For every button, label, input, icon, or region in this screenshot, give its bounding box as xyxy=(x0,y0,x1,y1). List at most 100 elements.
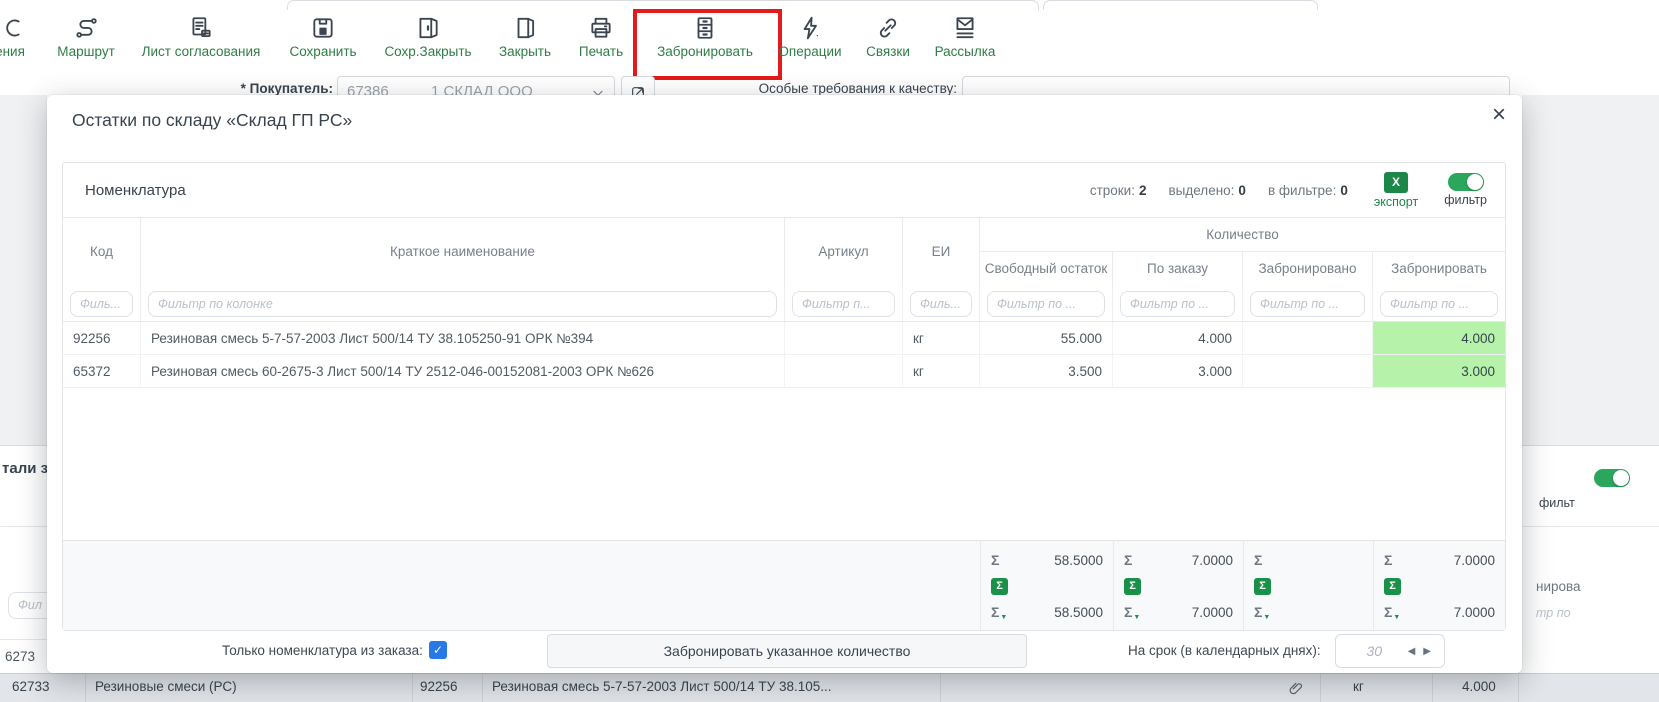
cell-article[interactable] xyxy=(785,322,903,355)
col-header-reserved[interactable]: Забронировано xyxy=(1243,252,1373,286)
rows-stat: строки: 2 xyxy=(1089,182,1147,198)
cell-code[interactable]: 65372 xyxy=(63,355,141,388)
mailing-icon xyxy=(956,17,974,39)
filter-by-order-input[interactable] xyxy=(1120,290,1235,317)
modal-close-icon[interactable]: × xyxy=(1491,101,1506,128)
term-value: 30 xyxy=(1366,643,1383,659)
filter-reserved-input[interactable] xyxy=(1250,290,1365,317)
sum-button-icon[interactable]: Σ xyxy=(1384,577,1401,595)
sum-value: 7.0000 xyxy=(1191,552,1233,568)
page-background-left xyxy=(0,95,47,445)
term-label: На срок (в календарных днях): xyxy=(1128,643,1321,658)
sum-filtered-icon: Σ▼ xyxy=(1254,603,1271,621)
filter-article-input[interactable] xyxy=(792,290,895,317)
cell-reserved[interactable] xyxy=(1243,355,1373,388)
sum-filtered-icon: Σ▼ xyxy=(1124,603,1141,621)
toolbar-item-close[interactable]: Закрыть xyxy=(450,15,600,59)
toolbar-item-save[interactable]: Сохранить xyxy=(248,15,398,59)
filter-to-reserve-input[interactable] xyxy=(1380,290,1498,317)
cell-free[interactable]: 3.500 xyxy=(980,355,1113,388)
toolbar-item-route[interactable]: Маршрут xyxy=(11,15,161,59)
page-background-right xyxy=(1522,95,1659,445)
toolbar-label: Операции xyxy=(778,44,842,59)
toolbar-item-save-close[interactable]: Сохр.Закрыть xyxy=(353,15,503,59)
col-header-name[interactable]: Краткое наименование xyxy=(141,218,785,286)
cell-unit[interactable]: кг xyxy=(903,322,980,355)
filtered-stat: в фильтре: 0 xyxy=(1267,182,1348,198)
col-header-to-reserve[interactable]: Забронировать xyxy=(1391,261,1487,277)
toolbar-item-partial[interactable]: ения xyxy=(0,15,85,59)
funnel-icon: ▼ xyxy=(1263,613,1271,621)
cell-article[interactable] xyxy=(785,355,903,388)
col-header-by-order[interactable]: По заказу xyxy=(1113,252,1243,286)
toolbar-item-print[interactable]: Печать xyxy=(526,15,676,59)
buyer-label: * Покупатель: xyxy=(240,81,333,96)
toolbar-item-links[interactable]: Связки xyxy=(813,15,963,59)
close-door-icon xyxy=(517,17,535,39)
cell-name[interactable]: Резиновая смесь 5-7-57-2003 Лист 500/14 … xyxy=(141,322,785,355)
cabinet-icon xyxy=(697,17,713,39)
quality-label: Особые требования к качеству: xyxy=(758,81,957,96)
col-header-free[interactable]: Свободный остаток xyxy=(980,252,1113,286)
toggle-on-icon[interactable] xyxy=(1447,173,1484,191)
modal-footer: Только номенклатура из заказа: ✓ Заброни… xyxy=(47,631,1522,673)
only-from-order-checkbox[interactable]: ✓ xyxy=(429,641,447,659)
check-icon: ✓ xyxy=(432,643,444,657)
toolbar-item-reserve[interactable]: Забронировать xyxy=(630,15,780,59)
chain-link-icon xyxy=(879,18,897,38)
modal-title: Остатки по складу «Склад ГП РС» xyxy=(72,110,353,130)
row-item-name: Резиновая смесь 5-7-57-2003 Лист 500/14 … xyxy=(492,679,832,694)
cell-free[interactable]: 55.000 xyxy=(980,322,1113,355)
stepper-right-icon[interactable]: ▶ xyxy=(1423,645,1431,657)
summary-to-reserve: Σ 7.0000 Σ Σ▼ 7.0000 xyxy=(1373,540,1505,630)
save-close-icon xyxy=(419,17,438,39)
cell-to-reserve[interactable]: 4.000 xyxy=(1373,322,1505,355)
summary-empty xyxy=(63,540,141,630)
summary-empty xyxy=(141,540,785,630)
tab-edge-right xyxy=(1043,0,1318,10)
sum-button-icon[interactable]: Σ xyxy=(991,577,1008,595)
sum-filtered-value: 7.0000 xyxy=(1191,604,1233,620)
sum-icon: Σ xyxy=(1384,552,1393,568)
cell-by-order[interactable]: 3.000 xyxy=(1113,355,1243,388)
cell-to-reserve[interactable]: 3.000 xyxy=(1373,355,1505,388)
filter-toggle[interactable]: фильтр xyxy=(1444,173,1487,207)
stepper-left-icon[interactable]: ◀ xyxy=(1407,645,1416,657)
cell-unit[interactable]: кг xyxy=(903,355,980,388)
term-stepper[interactable]: 30 ◀ ▶ xyxy=(1335,634,1445,668)
col-header-article[interactable]: Артикул xyxy=(785,218,903,286)
row-group: Резиновые смеси (РС) xyxy=(95,679,237,694)
row-item-code: 92256 xyxy=(420,679,458,694)
background-filter-toggle[interactable] xyxy=(1593,469,1630,487)
cell-code[interactable]: 92256 xyxy=(63,322,141,355)
toolbar-label: Печать xyxy=(578,44,624,59)
filter-code-input[interactable] xyxy=(70,290,133,317)
approval-sheet-icon xyxy=(192,17,211,38)
row-code: 62733 xyxy=(12,679,50,694)
sum-value: 58.5000 xyxy=(1054,552,1103,568)
cell-reserved[interactable] xyxy=(1243,322,1373,355)
only-from-order-label: Только номенклатура из заказа: xyxy=(222,643,423,658)
summary-by-order: Σ 7.0000 Σ Σ▼ 7.0000 xyxy=(1113,540,1243,630)
partial-row-code: 6273 xyxy=(5,649,36,664)
toolbar-item-approval-sheet[interactable]: Лист согласования xyxy=(126,15,276,59)
filter-unit-input[interactable] xyxy=(910,290,972,317)
filter-free-input[interactable] xyxy=(987,290,1105,317)
summary-reserved: Σ Σ Σ▼ xyxy=(1243,540,1373,630)
background-column-header: нирова xyxy=(1536,579,1581,594)
toolbar-item-mailing[interactable]: Рассылка xyxy=(890,15,1040,59)
excel-icon[interactable]: X xyxy=(1384,171,1409,193)
left-filter-placeholder: Фил xyxy=(18,598,42,612)
cell-by-order[interactable]: 4.000 xyxy=(1113,322,1243,355)
cell-name[interactable]: Резиновая смесь 60-2675-3 Лист 500/14 ТУ… xyxy=(141,355,785,388)
col-header-code[interactable]: Код xyxy=(63,218,141,286)
sum-button-icon[interactable]: Σ xyxy=(1124,577,1141,595)
col-header-unit[interactable]: ЕИ xyxy=(903,218,980,286)
reserve-quantity-button[interactable]: Забронировать указанное количество xyxy=(547,634,1027,668)
toolbar-item-operations[interactable]: Операции xyxy=(735,15,885,59)
toolbar-label: Сохр.Закрыть xyxy=(384,44,472,59)
filter-name-input[interactable] xyxy=(148,290,777,317)
export-button[interactable]: X экспорт xyxy=(1374,171,1418,209)
sum-button-icon[interactable]: Σ xyxy=(1254,577,1271,595)
background-table-row[interactable]: 62733 Резиновые смеси (РС) 92256 Резинов… xyxy=(0,673,1659,702)
